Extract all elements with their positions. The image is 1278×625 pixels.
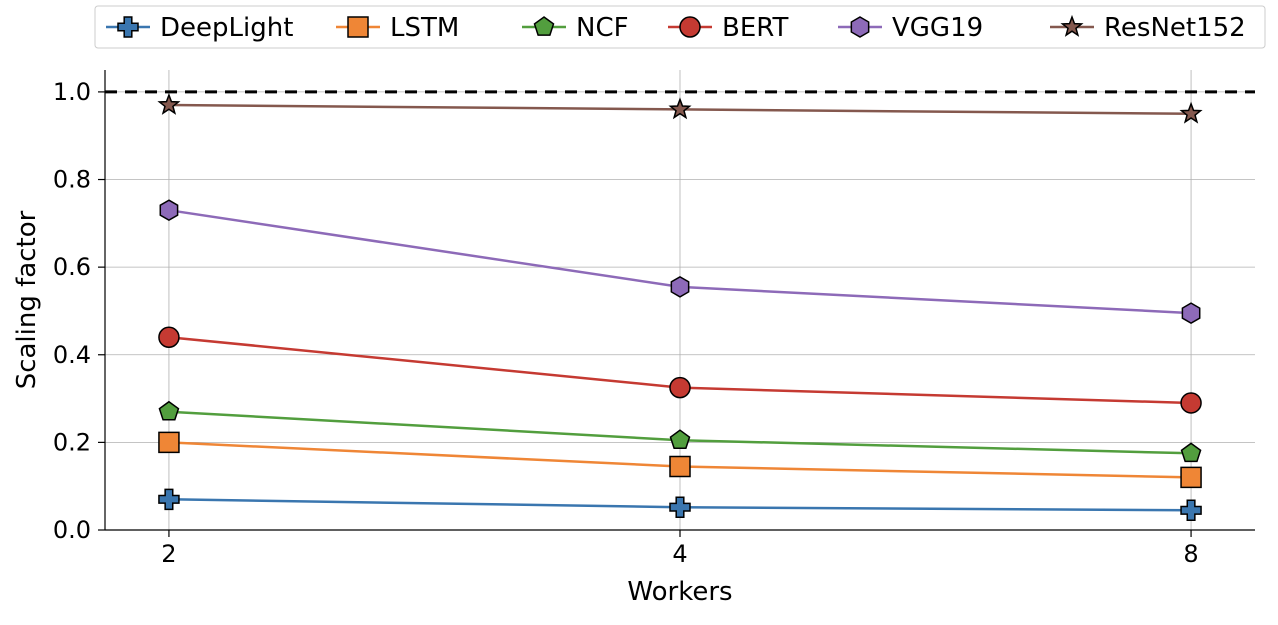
legend-label: VGG19 bbox=[892, 13, 983, 43]
legend-label: ResNet152 bbox=[1104, 13, 1246, 43]
scaling-factor-chart: 2 4 8 0.0 0.2 0.4 0.6 0.8 1.0 Workers Scaling fact… bbox=[0, 0, 1278, 625]
y-tick-label: 0.2 bbox=[53, 428, 91, 456]
y-tick-label: 0.6 bbox=[53, 253, 91, 281]
y-tick-label: 0.4 bbox=[53, 341, 91, 369]
y-tick-label: 0.8 bbox=[53, 166, 91, 194]
legend-label: DeepLight bbox=[160, 13, 293, 43]
legend-label: NCF bbox=[576, 13, 629, 43]
legend: DeepLight LSTM NCF BERT VGG19 ResNet152 bbox=[95, 6, 1265, 48]
x-axis-label: Workers bbox=[627, 577, 732, 607]
y-tick-label: 1.0 bbox=[53, 78, 91, 106]
x-tick-label: 8 bbox=[1183, 540, 1198, 568]
x-tick-label: 4 bbox=[672, 540, 687, 568]
legend-label: LSTM bbox=[390, 13, 459, 43]
legend-label: BERT bbox=[722, 13, 788, 43]
x-tick-label: 2 bbox=[161, 540, 176, 568]
y-tick-label: 0.0 bbox=[53, 516, 91, 544]
y-axis-label: Scaling factor bbox=[12, 210, 42, 389]
